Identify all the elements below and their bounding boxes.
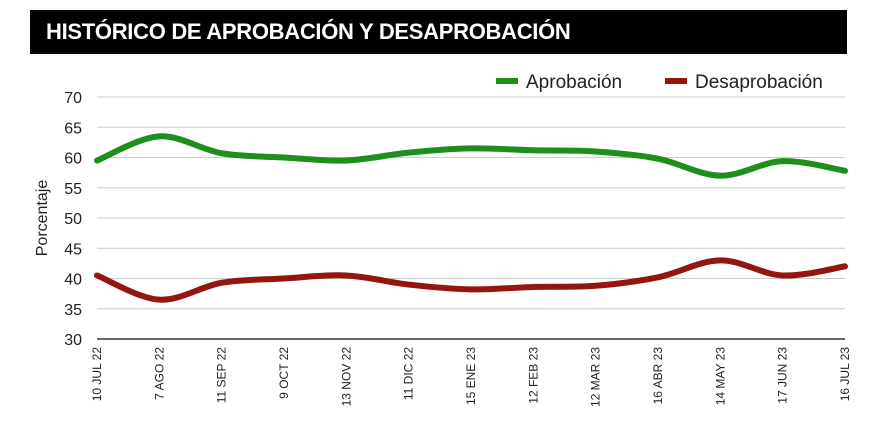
x-tick-label: 15 ENE 23: [464, 347, 478, 405]
x-tick-label: 11 DIC 22: [402, 347, 416, 400]
y-tick-label: 65: [64, 120, 82, 137]
x-tick-label: 16 ABR 23: [651, 347, 665, 405]
y-tick-label: 35: [64, 302, 82, 319]
x-tick-label: 17 JUN 23: [776, 347, 790, 404]
x-tick-label: 10 JUL 22: [90, 347, 104, 402]
x-tick-label: 7 AGO 22: [152, 347, 166, 400]
x-tick-label: 11 SEP 22: [215, 347, 229, 404]
y-tick-label: 30: [64, 332, 82, 349]
y-tick-label: 60: [64, 151, 82, 168]
y-axis-label: Porcentaje: [34, 180, 51, 257]
y-tick-label: 50: [64, 211, 82, 228]
x-tick-label: 14 MAY 23: [713, 347, 727, 406]
x-tick-label: 12 FEB 23: [526, 347, 540, 404]
x-tick-label: 9 OCT 22: [277, 347, 291, 399]
y-tick-label: 40: [64, 272, 82, 289]
chart-title: HISTÓRICO DE APROBACIÓN Y DESAPROBACIÓN: [30, 10, 847, 54]
x-tick-label: 12 MAR 23: [589, 347, 603, 407]
series-line-0: [94, 133, 848, 179]
series-line-1: [94, 257, 848, 303]
legend-label: Aprobación: [526, 72, 622, 93]
y-tick-label: 45: [64, 241, 82, 258]
x-tick-label: 16 JUL 23: [838, 347, 852, 402]
x-tick-label: 13 NOV 22: [339, 347, 353, 407]
y-tick-label: 70: [64, 90, 82, 107]
y-tick-label: 55: [64, 181, 82, 198]
legend-label: Desaprobación: [695, 72, 823, 93]
